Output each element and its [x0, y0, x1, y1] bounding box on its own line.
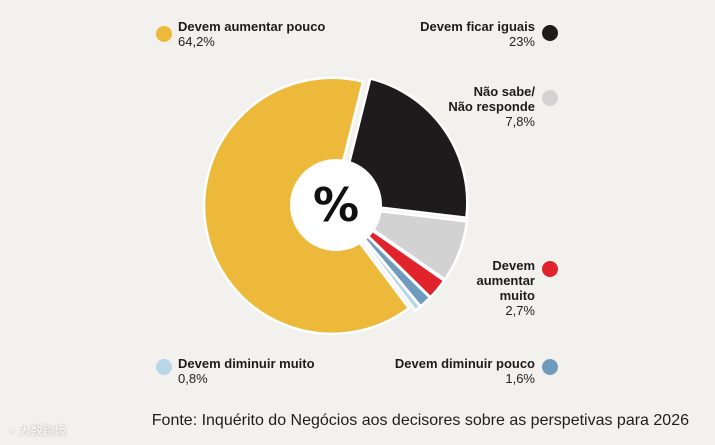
- legend-nao-sabe: Não sabe/ Não responde 7,8%: [448, 84, 535, 129]
- legend-aumentar-pouco: Devem aumentar pouco 64,2%: [178, 19, 325, 49]
- watermark-icon: ◔: [8, 424, 16, 438]
- watermark: ◔ 大数跨境: [8, 422, 67, 439]
- center-hole: [290, 159, 382, 251]
- legend-dot-aumentar-pouco: [156, 26, 172, 42]
- watermark-text: 大数跨境: [18, 424, 67, 438]
- legend-ficar-iguais: Devem ficar iguais 23%: [420, 19, 535, 49]
- legend-dot-diminuir-muito: [156, 359, 172, 375]
- legend-diminuir-muito: Devem diminuir muito 0,8%: [178, 356, 315, 386]
- source-note: Fonte: Inquérito do Negócios aos decisor…: [151, 412, 689, 429]
- legend-label-line1: Não sabe/: [473, 84, 535, 99]
- legend-label-line2: Não responde: [448, 99, 535, 114]
- legend-value: 2,7%: [505, 303, 535, 318]
- legend-label-line1: Devem: [492, 258, 535, 273]
- legend-label: Devem diminuir muito: [178, 356, 315, 371]
- legend-label-line2: aumentar: [476, 273, 535, 288]
- legend-label: Devem aumentar pouco: [178, 19, 326, 34]
- legend-value: 64,2%: [178, 34, 215, 49]
- legend-aumentar-muito: Devem aumentar muito 2,7%: [476, 258, 535, 318]
- legend-value: 23%: [508, 34, 535, 49]
- legend-dot-nao-sabe: [542, 90, 558, 106]
- center-label: %: [313, 178, 359, 232]
- legend-label: Devem diminuir pouco: [394, 356, 535, 371]
- legend-value: 1,6%: [505, 371, 535, 386]
- legend-value: 0,8%: [178, 371, 208, 386]
- legend-value: 7,8%: [505, 114, 535, 129]
- legend-label: Devem ficar iguais: [420, 19, 535, 34]
- legend-label-line3: muito: [499, 288, 535, 303]
- legend-dot-diminuir-pouco: [542, 359, 558, 375]
- legend-dot-aumentar-muito: [542, 261, 558, 277]
- legend-dot-ficar-iguais: [542, 25, 558, 41]
- legend-diminuir-pouco: Devem diminuir pouco 1,6%: [395, 356, 535, 386]
